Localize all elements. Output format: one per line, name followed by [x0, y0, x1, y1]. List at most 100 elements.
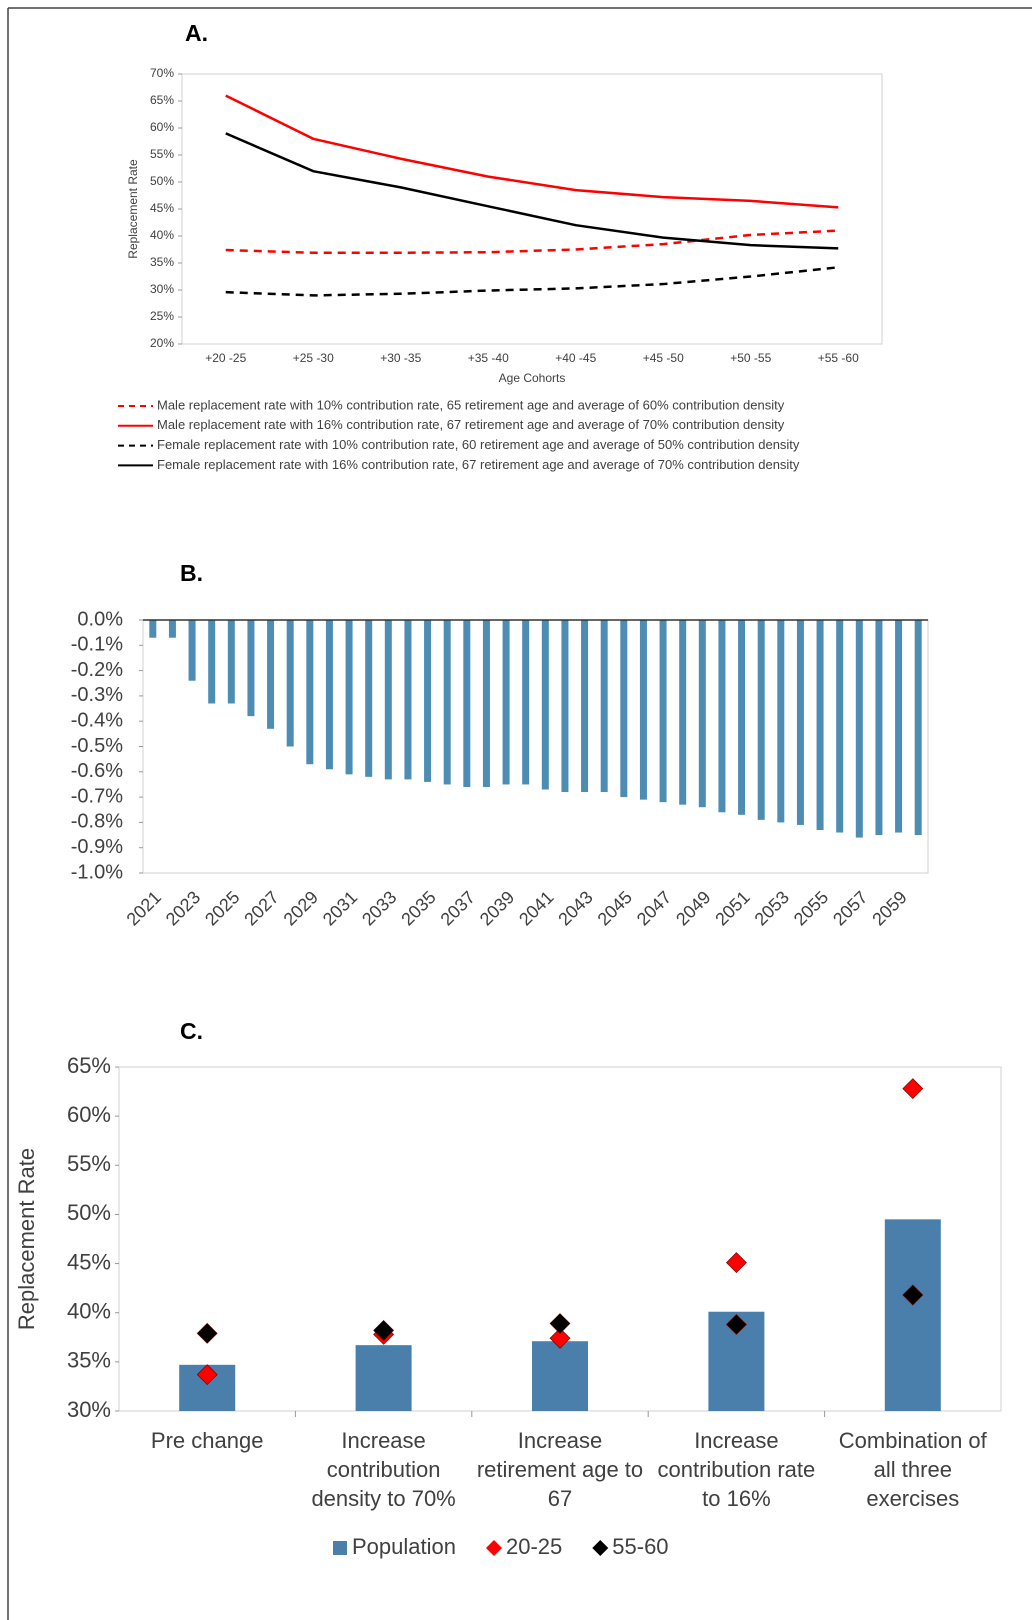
diamond-marker — [549, 1327, 571, 1349]
bar — [884, 1219, 941, 1411]
legend-label: 20-25 — [506, 1534, 562, 1559]
x-tick-label: 2053 — [751, 887, 793, 929]
x-tick-label: Increase contribution density to 70% — [311, 1428, 456, 1511]
y-tick-label: 55% — [67, 1151, 111, 1176]
y-tick-label: 60% — [67, 1102, 111, 1127]
chart-title: A. — [185, 20, 208, 46]
legend-swatch — [333, 1541, 347, 1555]
diamond-marker — [725, 1314, 747, 1335]
x-tick-label: +20 -25 — [205, 351, 246, 365]
diamond-marker — [902, 1078, 924, 1100]
diamond-marker — [373, 1319, 395, 1341]
bar — [286, 620, 294, 747]
chart-title: C. — [180, 1018, 203, 1044]
y-tick-label: 40% — [67, 1299, 111, 1324]
bar — [836, 620, 844, 833]
legend-swatch — [592, 1540, 609, 1556]
bar — [561, 620, 569, 793]
x-tick-label: Increase contribution rate to 16% — [657, 1428, 816, 1511]
y-axis-label: Replacement Rate — [126, 159, 140, 259]
legend-label: Female replacement rate with 10% contrib… — [157, 437, 800, 452]
y-tick-label: -0.9% — [71, 836, 123, 858]
bar — [443, 620, 451, 785]
x-tick-label: +35 -40 — [468, 351, 509, 365]
diamond-marker — [196, 1322, 218, 1344]
bar — [757, 620, 765, 820]
y-tick-label: 50% — [150, 174, 174, 188]
y-tick-label: -0.2% — [71, 659, 123, 681]
bar — [532, 1341, 588, 1411]
y-tick-label: 0.0% — [77, 608, 123, 630]
x-tick-label: Combination of all three exercises — [838, 1428, 987, 1511]
x-tick-label: 2045 — [594, 887, 636, 929]
bar — [149, 620, 157, 638]
y-tick-label: 35% — [67, 1348, 111, 1373]
bar — [325, 620, 333, 770]
bar — [796, 620, 804, 825]
legend-label: Male replacement rate with 16% contribut… — [157, 417, 785, 432]
y-tick-label: 65% — [150, 93, 174, 107]
x-tick-label: 2041 — [515, 887, 557, 929]
x-tick-label: +50 -55 — [730, 351, 771, 365]
y-tick-label: 30% — [67, 1397, 111, 1422]
x-axis-label: Age Cohorts — [499, 371, 566, 385]
y-tick-label: 55% — [150, 147, 174, 161]
bar — [267, 620, 275, 729]
legend-label: Population — [352, 1534, 456, 1559]
x-tick-label: 2047 — [633, 887, 675, 929]
bar — [738, 620, 746, 815]
x-tick-label: 2033 — [358, 887, 400, 929]
y-tick-label: 45% — [150, 201, 174, 215]
plot-frame — [142, 619, 929, 874]
y-tick-label: -0.1% — [71, 634, 123, 656]
y-tick-label: -0.6% — [71, 760, 123, 782]
bar — [639, 620, 647, 800]
y-axis-label: Replacement Rate — [14, 1148, 39, 1330]
y-tick-label: -0.4% — [71, 709, 123, 731]
bar — [816, 620, 824, 830]
plot-frame — [181, 73, 883, 345]
x-tick-label: 2049 — [672, 887, 714, 929]
y-tick-label: -1.0% — [71, 861, 123, 883]
bar — [895, 620, 903, 833]
x-tick-label: +25 -30 — [293, 351, 334, 365]
legend-label: 55-60 — [612, 1534, 668, 1559]
chart-title: B. — [180, 560, 203, 586]
x-tick-label: +30 -35 — [380, 351, 421, 365]
bar — [365, 620, 373, 777]
y-tick-label: 45% — [67, 1249, 111, 1274]
legend-label: Male replacement rate with 10% contribut… — [157, 397, 785, 412]
bar — [777, 620, 785, 823]
y-tick-label: 20% — [150, 336, 174, 350]
bar — [404, 620, 412, 780]
bar — [600, 620, 608, 793]
legend-swatch — [485, 1540, 502, 1556]
bar — [718, 620, 726, 813]
diamond-marker — [902, 1284, 924, 1306]
bar — [581, 620, 589, 793]
x-tick-label: Increase retirement age to 67 — [476, 1428, 644, 1511]
x-tick-label: 2055 — [790, 887, 832, 929]
line-series — [225, 229, 839, 254]
x-tick-label: 2043 — [554, 887, 596, 929]
bar — [306, 620, 314, 765]
y-tick-label: 70% — [150, 66, 174, 80]
bar — [227, 620, 235, 704]
x-tick-label: +55 -60 — [818, 351, 859, 365]
y-tick-label: 30% — [150, 282, 174, 296]
bar — [384, 620, 392, 780]
x-tick-label: +40 -45 — [555, 351, 596, 365]
bar — [522, 620, 530, 785]
bar — [424, 620, 432, 782]
x-tick-label: 2037 — [437, 887, 479, 929]
x-tick-label: 2021 — [123, 887, 165, 929]
y-tick-label: -0.7% — [71, 785, 123, 807]
y-tick-label: 25% — [150, 309, 174, 323]
bar — [698, 620, 706, 808]
y-tick-label: 40% — [150, 228, 174, 242]
bar — [855, 620, 863, 838]
x-tick-label: 2059 — [868, 887, 910, 929]
line-series — [225, 132, 839, 250]
